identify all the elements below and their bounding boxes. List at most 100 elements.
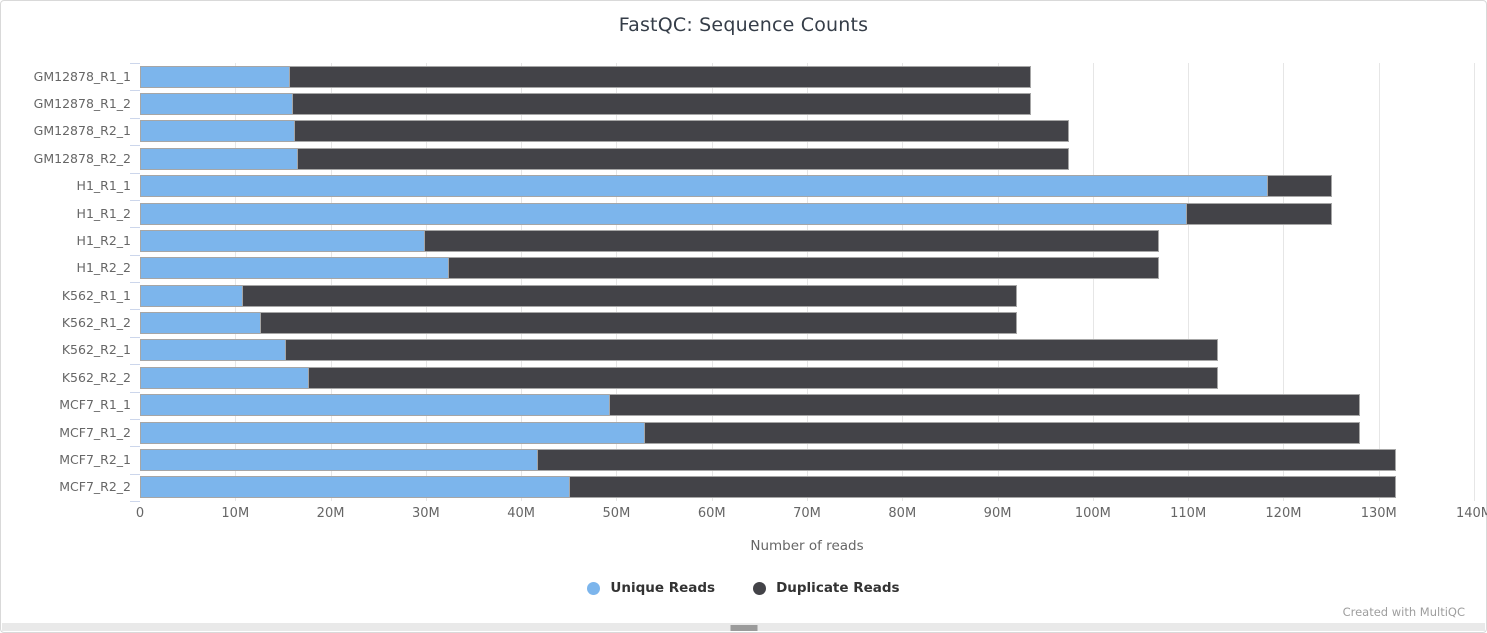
multiqc-credit: Created with MultiQC bbox=[1342, 605, 1465, 619]
y-tick-mark bbox=[130, 199, 140, 201]
bar-segment-duplicate-reads-MCF7_R2_2[interactable] bbox=[569, 476, 1396, 499]
bar-segment-duplicate-reads-MCF7_R1_1[interactable] bbox=[609, 394, 1360, 417]
legend-item-unique-reads[interactable]: Unique Reads bbox=[587, 580, 715, 596]
y-axis-labels: GM12878_R1_1 GM12878_R1_2 GM12878_R2_1 GM12… bbox=[1, 63, 131, 501]
bar-row-GM12878_R1_2 bbox=[140, 93, 1474, 116]
plot-area bbox=[140, 63, 1475, 501]
y-axis-label-GM12878_R2_1: GM12878_R2_1 bbox=[33, 123, 131, 139]
bar-segment-duplicate-reads-K562_R1_1[interactable] bbox=[242, 284, 1017, 307]
bar-segment-duplicate-reads-K562_R2_2[interactable] bbox=[308, 366, 1218, 389]
bar-segment-unique-reads-GM12878_R2_1[interactable] bbox=[140, 120, 296, 143]
y-tick-mark bbox=[130, 473, 140, 475]
gridline bbox=[1283, 63, 1285, 501]
gridline bbox=[1378, 63, 1380, 501]
x-axis-tick-50M: 50M bbox=[602, 506, 631, 521]
bar-segment-unique-reads-GM12878_R1_2[interactable] bbox=[140, 93, 294, 116]
bar-row-K562_R2_2 bbox=[140, 366, 1474, 389]
bar-segment-duplicate-reads-MCF7_R2_1[interactable] bbox=[538, 448, 1396, 471]
y-tick-mark bbox=[130, 63, 140, 64]
bar-segment-duplicate-reads-GM12878_R1_2[interactable] bbox=[293, 93, 1031, 116]
x-axis-tick-110M: 110M bbox=[1170, 506, 1207, 521]
y-tick-mark bbox=[130, 364, 140, 366]
bar-row-GM12878_R2_1 bbox=[140, 120, 1474, 143]
bar-segment-unique-reads-H1_R2_1[interactable] bbox=[140, 229, 425, 252]
bar-segment-unique-reads-GM12878_R1_1[interactable] bbox=[140, 65, 290, 88]
y-tick-mark bbox=[130, 90, 140, 92]
gridline bbox=[807, 63, 808, 501]
bar-segment-unique-reads-K562_R1_1[interactable] bbox=[140, 284, 243, 307]
gridline bbox=[1092, 63, 1094, 501]
bar-row-H1_R2_1 bbox=[140, 229, 1474, 252]
bar-segment-unique-reads-GM12878_R2_2[interactable] bbox=[140, 147, 299, 170]
bar-segment-unique-reads-K562_R1_2[interactable] bbox=[140, 312, 261, 335]
bar-row-GM12878_R2_2 bbox=[140, 147, 1474, 170]
bar-row-H1_R1_2 bbox=[140, 202, 1474, 225]
bar-row-MCF7_R1_2 bbox=[140, 421, 1474, 444]
bar-segment-duplicate-reads-GM12878_R2_1[interactable] bbox=[295, 120, 1070, 143]
scrollbar-thumb[interactable] bbox=[730, 625, 757, 631]
gridline bbox=[616, 63, 618, 501]
y-tick-mark bbox=[130, 117, 140, 119]
x-axis-tick-30M: 30M bbox=[411, 506, 440, 521]
y-tick-mark bbox=[130, 254, 140, 256]
y-tick-mark bbox=[130, 418, 140, 420]
bar-row-K562_R1_1 bbox=[140, 284, 1474, 307]
bar-segment-duplicate-reads-H1_R1_2[interactable] bbox=[1187, 202, 1333, 225]
gridline bbox=[425, 63, 427, 501]
y-axis-label-H1_R1_2: H1_R1_2 bbox=[76, 205, 131, 221]
y-axis-label-MCF7_R1_1: MCF7_R1_1 bbox=[59, 397, 131, 413]
x-axis-tick-10M: 10M bbox=[221, 506, 250, 521]
bar-row-H1_R2_2 bbox=[140, 257, 1474, 280]
bar-row-K562_R2_1 bbox=[140, 339, 1474, 362]
bar-segment-duplicate-reads-K562_R1_2[interactable] bbox=[261, 312, 1017, 335]
gridline bbox=[997, 63, 999, 501]
bar-segment-duplicate-reads-GM12878_R2_2[interactable] bbox=[298, 147, 1070, 170]
y-axis-label-GM12878_R1_2: GM12878_R1_2 bbox=[33, 96, 131, 112]
gridline bbox=[1474, 63, 1475, 501]
bar-row-MCF7_R1_1 bbox=[140, 394, 1474, 417]
y-axis-label-K562_R1_2: K562_R1_2 bbox=[61, 315, 131, 331]
bar-segment-unique-reads-H1_R2_2[interactable] bbox=[140, 257, 449, 280]
y-tick-mark bbox=[130, 309, 140, 311]
y-axis-label-MCF7_R2_2: MCF7_R2_2 bbox=[59, 479, 131, 495]
gridline bbox=[521, 63, 523, 501]
bar-segment-unique-reads-K562_R2_2[interactable] bbox=[140, 366, 309, 389]
bar-segment-unique-reads-H1_R1_2[interactable] bbox=[140, 202, 1188, 225]
x-axis-tick-0: 0 bbox=[135, 506, 145, 521]
bar-segment-unique-reads-K562_R2_1[interactable] bbox=[140, 339, 286, 362]
y-axis-label-MCF7_R2_1: MCF7_R2_1 bbox=[59, 451, 131, 467]
y-axis-label-H1_R2_2: H1_R2_2 bbox=[76, 260, 131, 276]
y-tick-mark bbox=[130, 282, 140, 283]
bar-segment-unique-reads-MCF7_R1_2[interactable] bbox=[140, 421, 645, 444]
x-axis-tick-100M: 100M bbox=[1074, 506, 1111, 521]
bar-segment-duplicate-reads-H1_R2_2[interactable] bbox=[448, 257, 1159, 280]
bar-segment-duplicate-reads-H1_R2_1[interactable] bbox=[424, 229, 1159, 252]
y-axis-label-GM12878_R2_2: GM12878_R2_2 bbox=[33, 150, 131, 166]
bar-segment-duplicate-reads-MCF7_R1_2[interactable] bbox=[645, 421, 1360, 444]
x-axis-tick-120M: 120M bbox=[1265, 506, 1302, 521]
legend-swatch-icon bbox=[753, 581, 767, 595]
bar-segment-unique-reads-MCF7_R2_2[interactable] bbox=[140, 476, 570, 499]
bar-segment-duplicate-reads-H1_R1_1[interactable] bbox=[1268, 175, 1332, 198]
y-tick-mark bbox=[130, 391, 140, 393]
y-axis-label-K562_R2_1: K562_R2_1 bbox=[61, 342, 131, 358]
bar-segment-unique-reads-H1_R1_1[interactable] bbox=[140, 175, 1269, 198]
x-axis-tick-90M: 90M bbox=[983, 506, 1012, 521]
x-axis-tick-70M: 70M bbox=[793, 506, 821, 521]
gridline bbox=[1188, 63, 1190, 501]
legend-item-duplicate-reads[interactable]: Duplicate Reads bbox=[753, 580, 900, 596]
y-axis-label-MCF7_R1_2: MCF7_R1_2 bbox=[59, 424, 131, 440]
gridline bbox=[235, 63, 237, 501]
x-axis-tick-80M: 80M bbox=[888, 506, 917, 521]
bar-segment-duplicate-reads-K562_R2_1[interactable] bbox=[285, 339, 1218, 362]
gridline bbox=[902, 63, 904, 501]
bar-row-GM12878_R1_1 bbox=[140, 65, 1474, 88]
bar-segment-duplicate-reads-GM12878_R1_1[interactable] bbox=[289, 65, 1031, 88]
y-tick-mark bbox=[130, 336, 140, 338]
bar-segment-unique-reads-MCF7_R2_1[interactable] bbox=[140, 448, 539, 471]
bar-segment-unique-reads-MCF7_R1_1[interactable] bbox=[140, 394, 610, 417]
x-axis-tick-20M: 20M bbox=[316, 506, 345, 521]
y-tick-mark bbox=[130, 501, 140, 502]
horizontal-scrollbar[interactable] bbox=[2, 623, 1485, 631]
